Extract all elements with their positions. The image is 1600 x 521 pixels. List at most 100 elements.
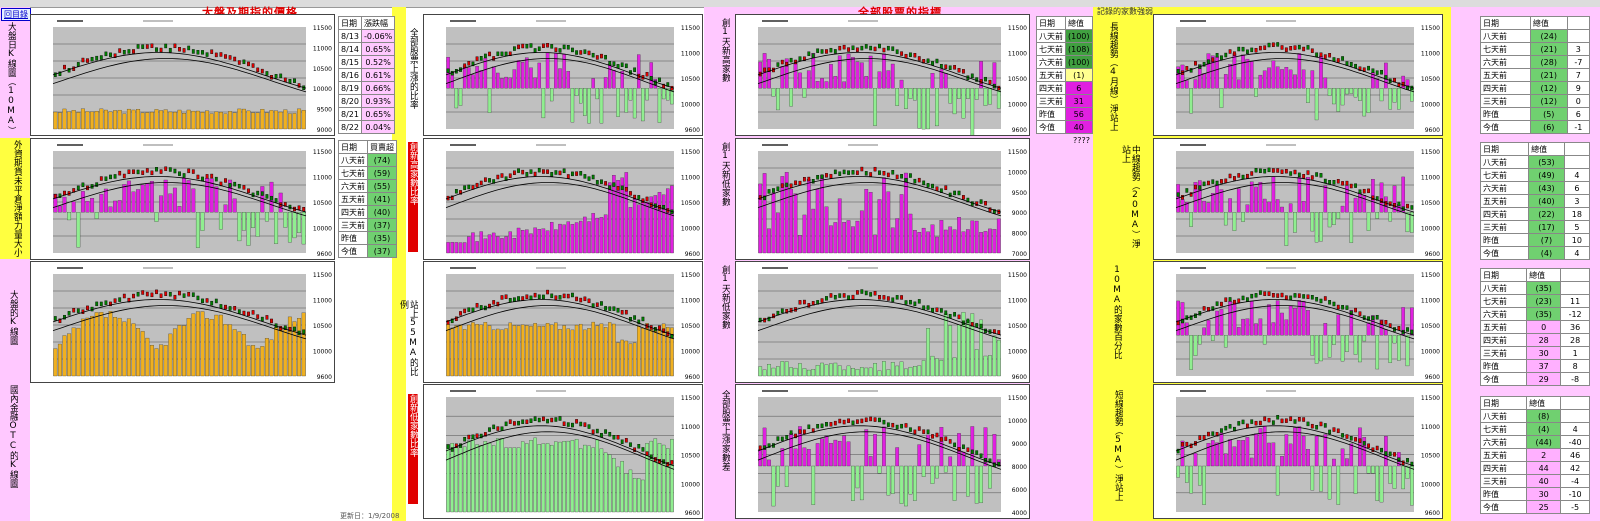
candle xyxy=(886,172,890,178)
bar xyxy=(974,349,979,377)
bar xyxy=(948,456,953,467)
candle xyxy=(878,43,881,49)
bar xyxy=(864,76,869,89)
candle xyxy=(1202,306,1206,311)
bar xyxy=(895,218,900,254)
bar xyxy=(886,369,891,377)
candle xyxy=(900,295,903,300)
candle xyxy=(500,173,504,178)
ma-line xyxy=(1175,431,1415,470)
bar xyxy=(599,323,604,377)
candle xyxy=(856,170,859,175)
bar xyxy=(274,212,279,244)
ma-line xyxy=(757,425,1002,467)
back-to-index-link[interactable]: 回目錄 xyxy=(1,8,31,21)
candle xyxy=(205,52,209,57)
bar xyxy=(264,212,269,222)
bar xyxy=(780,176,785,254)
candle xyxy=(922,59,926,64)
table-cell: 八天前 xyxy=(1480,29,1531,43)
candle xyxy=(825,422,828,427)
table-cell: -12 xyxy=(1560,307,1590,321)
bar xyxy=(287,212,292,243)
candle xyxy=(242,59,246,65)
bar xyxy=(205,110,210,130)
bar xyxy=(1310,335,1315,356)
bar xyxy=(80,108,85,130)
y-tick-label: 9000 xyxy=(1012,210,1027,217)
candle xyxy=(1367,188,1370,194)
bar xyxy=(612,323,616,377)
candle xyxy=(1276,42,1280,47)
candle xyxy=(104,300,108,305)
candle xyxy=(566,174,570,179)
table-cell: 29 xyxy=(1526,372,1562,386)
candle xyxy=(562,421,566,427)
bar xyxy=(549,88,554,102)
bar xyxy=(251,212,256,228)
candle xyxy=(608,431,612,437)
band-left-label xyxy=(0,7,30,521)
bar xyxy=(641,200,645,254)
y-tick-label: 11000 xyxy=(1421,51,1440,58)
bar xyxy=(1180,302,1185,336)
table-cell: 五天前 xyxy=(1479,320,1528,334)
y-tick-label: 10000 xyxy=(681,349,700,356)
y-tick-label: 9000 xyxy=(1012,441,1027,448)
candle xyxy=(58,193,62,199)
bar xyxy=(117,317,122,377)
candle xyxy=(1406,203,1409,209)
bar xyxy=(645,323,649,377)
candle xyxy=(145,168,149,173)
bar xyxy=(177,206,182,213)
bar xyxy=(454,242,459,254)
candle xyxy=(136,169,140,175)
y-tick-label: 9600 xyxy=(1012,127,1027,134)
bar xyxy=(1358,88,1362,101)
table-cell: 五天前 xyxy=(1479,194,1530,208)
candle xyxy=(141,44,145,49)
bar xyxy=(917,365,922,377)
bar xyxy=(471,74,475,89)
bar xyxy=(890,362,895,377)
bar xyxy=(209,178,214,213)
candle xyxy=(1302,294,1306,299)
bar xyxy=(1206,320,1211,336)
y-tick-label: 11500 xyxy=(1421,395,1440,402)
label-m3: 站上55MA的比例 xyxy=(398,300,418,376)
bar xyxy=(873,234,877,254)
bar xyxy=(446,324,450,377)
table-row: 六天前 (100) xyxy=(1036,55,1093,69)
candle xyxy=(975,323,979,328)
bar xyxy=(996,339,1001,377)
candle xyxy=(935,58,939,64)
candle xyxy=(1388,451,1392,457)
candle xyxy=(1388,201,1392,206)
candle xyxy=(1284,168,1288,174)
bar xyxy=(616,88,620,117)
candle xyxy=(931,307,934,313)
bar xyxy=(1258,318,1263,336)
bar xyxy=(837,440,842,467)
bar xyxy=(833,222,838,254)
candle xyxy=(1241,295,1245,301)
table-cell: 四天前 xyxy=(338,205,368,219)
candle xyxy=(533,48,537,53)
candle xyxy=(196,50,200,55)
candle xyxy=(1328,429,1332,435)
table-cell: 三天前 xyxy=(1479,346,1528,360)
candle xyxy=(459,190,462,195)
candle xyxy=(909,427,912,432)
candle xyxy=(471,61,475,67)
bar xyxy=(632,342,637,377)
bar xyxy=(491,232,496,254)
candle xyxy=(525,419,529,425)
y-tick-label: 11000 xyxy=(313,298,332,305)
chart-short-trend: 11500 11000 10500 10000 9600 xyxy=(1153,384,1443,519)
candle xyxy=(508,297,512,303)
bar xyxy=(67,333,72,377)
candle xyxy=(1241,174,1245,180)
table-cell: 三天前 xyxy=(1479,220,1530,234)
bar xyxy=(1262,425,1267,467)
bar xyxy=(1271,60,1276,89)
